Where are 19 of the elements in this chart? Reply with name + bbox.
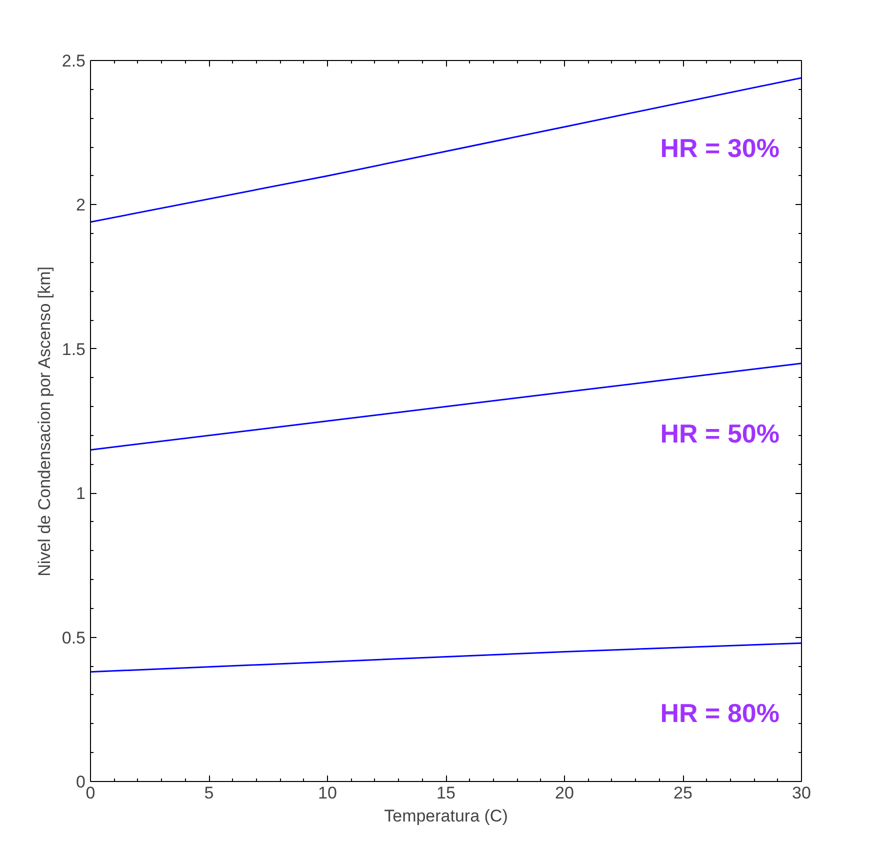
y-tick-label: 0.5 [62,628,86,648]
x-tick-label: 25 [674,784,692,802]
series-label: HR = 50% [660,418,780,448]
series-label: HR = 30% [660,132,780,163]
line-series [90,77,802,223]
x-tick-label: 10 [318,784,337,802]
line-series [90,642,802,673]
y-tick-label: 2 [76,196,86,215]
y-tick-label: 2.5 [62,52,86,70]
x-tick-label: 20 [555,784,574,802]
y-tick-label: 1 [76,484,86,504]
series-label: HR = 80% [660,698,780,728]
x-tick-label: 30 [792,784,811,802]
x-tick-label: 15 [436,784,456,802]
y-tick-label: 1.5 [62,340,86,359]
x-axis-title: Temperatura (C) [384,806,508,826]
line-series [90,362,802,451]
y-axis-title: Nivel de Condensacion por Ascenso [km] [34,266,54,576]
x-tick-label: 5 [204,784,214,802]
